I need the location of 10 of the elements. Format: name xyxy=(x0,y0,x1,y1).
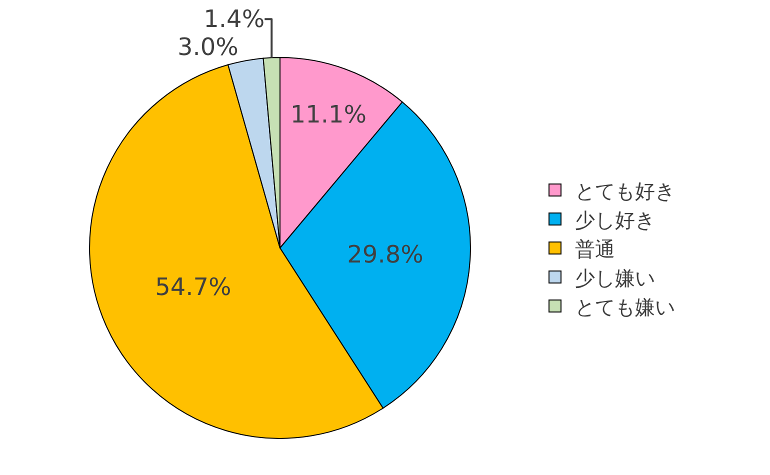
data-label: 11.1% xyxy=(290,100,367,129)
legend-label: 普通 xyxy=(575,236,615,261)
legend-label: とても好き xyxy=(575,178,675,203)
data-label: 3.0% xyxy=(178,33,238,62)
data-label: 1.4% xyxy=(204,5,265,34)
legend-label: 少し嫌い xyxy=(575,266,655,290)
data-label: 29.8% xyxy=(347,240,424,269)
legend-label: とても嫌い xyxy=(575,294,675,319)
data-label: 54.7% xyxy=(155,273,232,302)
legend-label: 少し好き xyxy=(575,208,655,232)
